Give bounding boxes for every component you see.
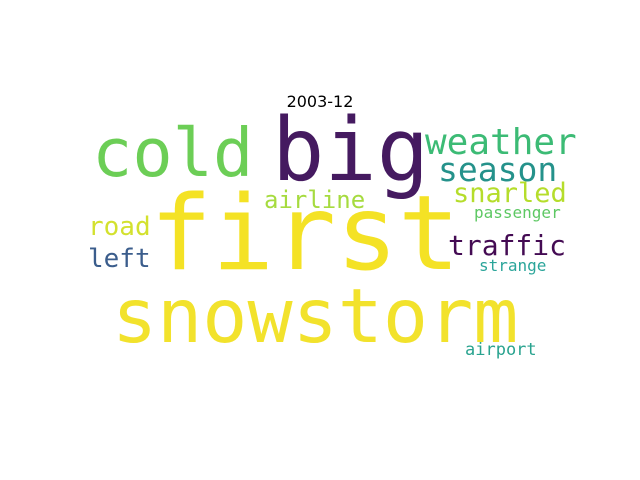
word-strange: strange [479,256,547,275]
word-first: first [150,174,461,294]
word-cold: cold [92,114,254,192]
word-snarled: snarled [453,178,567,209]
word-airline: airline [264,186,366,214]
word-left: left [88,244,151,274]
word-weather: weather [425,122,577,163]
chart-title: 2003-12 [286,92,354,111]
word-passenger: passenger [474,203,561,222]
word-season: season [438,150,558,189]
word-snowstorm: snowstorm [112,272,519,360]
word-big: big [272,99,430,201]
word-airport: airport [465,340,537,360]
word-traffic: traffic [448,229,567,262]
word-road: road [88,212,151,242]
